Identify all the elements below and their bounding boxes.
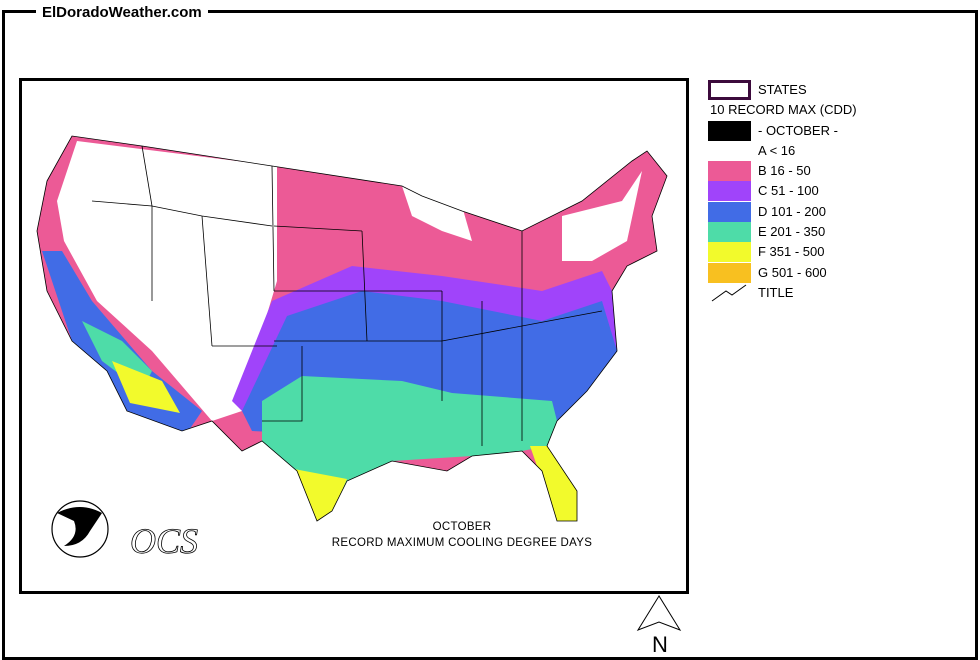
map-caption: OCTOBER RECORD MAXIMUM COOLING DEGREE DA…: [322, 519, 602, 551]
north-label: N: [652, 632, 668, 657]
legend-swatch: [708, 140, 751, 161]
legend-swatch: [708, 201, 751, 222]
legend-label: D 101 - 200: [758, 203, 826, 219]
states-swatch: [708, 80, 751, 100]
legend-class: E 201 - 350: [708, 220, 908, 243]
ocs-logo: OCS: [130, 521, 198, 561]
legend-heading-text: 10 RECORD MAX (CDD): [710, 102, 857, 118]
legend-class: F 351 - 500: [708, 240, 908, 263]
legend-heading: 10 RECORD MAX (CDD): [708, 98, 908, 118]
legend-swatch: [708, 262, 751, 283]
legend-class: A < 16: [708, 139, 908, 161]
zone-a: [562, 171, 642, 261]
north-arrow-icon: N: [636, 595, 682, 657]
legend: STATES 10 RECORD MAX (CDD) - OCTOBER - A…: [708, 78, 908, 302]
zone-f: [294, 469, 347, 521]
caption-month: OCTOBER: [432, 521, 492, 533]
legend-class: D 101 - 200: [708, 200, 908, 222]
legend-swatch: [708, 242, 751, 263]
legend-label: - OCTOBER -: [758, 122, 838, 138]
noaa-text: NOAA: [68, 511, 91, 520]
legend-class: B 16 - 50: [708, 159, 908, 182]
zone-f: [112, 361, 180, 413]
site-title: ElDoradoWeather.com: [36, 4, 208, 21]
legend-class: G 501 - 600: [708, 261, 908, 283]
legend-class: C 51 - 100: [708, 179, 908, 202]
legend-label: A < 16: [758, 142, 796, 158]
line-icon: [711, 284, 747, 302]
legend-title: TITLE: [708, 281, 908, 302]
legend-label: C 51 - 100: [758, 183, 819, 199]
legend-label: F 351 - 500: [758, 244, 825, 260]
noaa-logo: NOAA: [51, 500, 109, 558]
legend-swatch: [708, 181, 751, 202]
map-panel: NOAA OCS OCTOBER RECORD MAXIMUM COOLING …: [19, 78, 689, 594]
month-swatch: [708, 120, 751, 141]
legend-states: STATES: [708, 78, 908, 100]
legend-label: G 501 - 600: [758, 264, 827, 280]
caption-title: RECORD MAXIMUM COOLING DEGREE DAYS: [331, 537, 593, 549]
us-map: NOAA OCS: [36, 135, 668, 561]
legend-label: E 201 - 350: [758, 224, 826, 240]
legend-swatch: [708, 222, 751, 243]
legend-label: TITLE: [758, 284, 794, 300]
zone-f: [530, 446, 580, 521]
state-lines: [36, 135, 668, 522]
zone-a: [402, 186, 472, 241]
legend-swatch: [708, 161, 751, 182]
legend-label: STATES: [758, 82, 807, 97]
legend-label: B 16 - 50: [758, 163, 811, 179]
legend-month: - OCTOBER -: [708, 119, 908, 141]
zone-a: [57, 141, 277, 421]
outer-frame: [2, 10, 978, 660]
